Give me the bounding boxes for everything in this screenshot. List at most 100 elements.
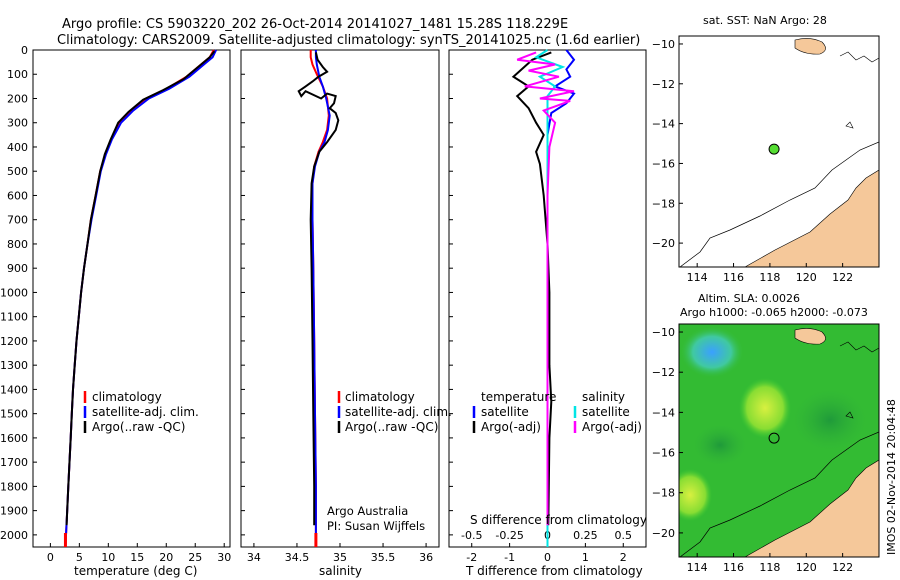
sla-map-subtitle: Argo h1000: -0.065 h2000: -0.073 — [680, 306, 868, 319]
legend-satellite: satellite-adj. clim. — [345, 405, 452, 419]
series-line-argo — [297, 52, 340, 526]
depth-tick-label: 0 — [21, 44, 28, 57]
x-tick-label: 0 — [544, 551, 551, 564]
s-tick-label: 0.5 — [615, 529, 633, 542]
australia-landmass — [744, 459, 879, 557]
sst-map — [679, 36, 879, 267]
temperature-x-label: temperature (deg C) — [74, 564, 197, 578]
x-tick-label: 10 — [101, 551, 115, 564]
series-line-climatology — [64, 49, 215, 548]
sst-map-title: sat. SST: NaN Argo: 28 — [703, 14, 827, 27]
coastline — [839, 51, 879, 63]
depth-tick-label: 300 — [7, 117, 28, 130]
sla-low-anomaly — [794, 390, 866, 450]
sla-map — [679, 324, 879, 557]
series-line-t-argo — [511, 51, 553, 526]
x-tick-label: 15 — [130, 551, 144, 564]
map-y-tick-label: −12 — [652, 366, 675, 379]
legend-t-satellite: satellite — [481, 405, 529, 419]
depth-tick-label: 400 — [7, 141, 28, 154]
header-title-line2: Climatology: CARS2009. Satellite-adjuste… — [57, 33, 640, 48]
map-x-tick-label: 120 — [796, 271, 817, 284]
difference-series — [511, 49, 576, 547]
isobath-line — [679, 431, 879, 557]
sla-map-title: Altim. SLA: 0.0026 — [698, 292, 800, 305]
x-tick-label: 1 — [582, 551, 589, 564]
s-tick-label: 0.25 — [573, 529, 598, 542]
depth-tick-label: 1900 — [0, 505, 28, 518]
timestamp-stamp: IMOS 02-Nov-2014 20:04:48 — [885, 399, 898, 555]
depth-tick-label: 1800 — [0, 480, 28, 493]
sla-low-anomaly — [694, 425, 746, 465]
map-x-tick-label: 116 — [723, 271, 744, 284]
legend-salinity-heading: salinity — [582, 390, 625, 404]
x-tick-label: 36 — [419, 551, 433, 564]
salinity-plot-frame — [240, 49, 440, 548]
legend-argo: Argo(..raw -QC) — [345, 420, 438, 434]
legend-climatology: climatology — [345, 390, 415, 404]
map-x-tick-label: 122 — [832, 271, 853, 284]
depth-tick-label: 1000 — [0, 286, 28, 299]
sla-low-anomaly — [680, 326, 744, 378]
temperature-x-ticks: 0 5 10 15 20 25 30 — [47, 543, 231, 564]
australia-landmass — [744, 169, 879, 267]
depth-tick-label: 1100 — [0, 311, 28, 324]
x-tick-label: 35.5 — [371, 551, 396, 564]
depth-tick-label: 900 — [7, 262, 28, 275]
argo-location-marker — [768, 143, 780, 155]
x-tick-label: 5 — [76, 551, 83, 564]
legend-argo: Argo(..raw -QC) — [92, 420, 185, 434]
map-y-tick-label: −14 — [652, 118, 675, 131]
series-line-t-satellite — [546, 49, 576, 547]
map-x-tick-label: 118 — [759, 561, 780, 574]
sla-map-frame — [678, 323, 880, 558]
map-y-tick-label: −16 — [652, 447, 675, 460]
depth-tick-label: 1600 — [0, 432, 28, 445]
map-y-tick-label: −20 — [652, 527, 675, 540]
map-x-tick-label: 120 — [796, 561, 817, 574]
difference-legend: temperature satellite Argo(-adj) salinit… — [472, 390, 642, 434]
coastline — [839, 341, 879, 353]
header-title-line1: Argo profile: CS 5903220_202 26-Oct-2014… — [62, 17, 568, 32]
depth-tick-label: 1400 — [0, 383, 28, 396]
reef-outline — [845, 121, 854, 129]
map-y-tick-label: −10 — [652, 326, 675, 339]
legend-satellite: satellite-adj. clim. — [92, 405, 199, 419]
legend-temperature-heading: temperature — [481, 390, 556, 404]
map-x-tick-label: 114 — [687, 271, 708, 284]
sst-map-frame — [678, 35, 880, 268]
sst-map-axes: 114 116 118 120 122 −10 −12 −14 −16 −18 −20 — [652, 38, 853, 284]
map-y-tick-label: −16 — [652, 157, 675, 170]
series-line-argo — [65, 50, 216, 526]
island-landmass — [794, 38, 826, 55]
sla-map-axes: 114 116 118 120 122 −10 −12 −14 −16 −18 −20 — [652, 326, 853, 574]
legend-s-satellite: satellite — [582, 405, 630, 419]
x-tick-label: 34 — [247, 551, 261, 564]
legend-s-argo: Argo(-adj) — [582, 420, 642, 434]
legend-t-argo: Argo(-adj) — [481, 420, 541, 434]
x-tick-label: -1 — [504, 551, 515, 564]
s-tick-label: -0.25 — [495, 529, 523, 542]
temperature-legend: climatology satellite-adj. clim. Argo(..… — [83, 390, 199, 434]
salinity-legend: climatology satellite-adj. clim. Argo(..… — [327, 390, 452, 533]
x-tick-label: -2 — [466, 551, 477, 564]
argo-location-marker — [768, 432, 780, 444]
x-tick-label: 34.5 — [285, 551, 310, 564]
depth-tick-label: 600 — [7, 189, 28, 202]
x-tick-label: 0 — [47, 551, 54, 564]
depth-tick-label: 800 — [7, 238, 28, 251]
depth-axis: 0 100 200 300 400 500 600 700 800 900 1000 1100 1200… — [0, 44, 453, 542]
series-line-satellite — [64, 49, 218, 548]
reef-outline — [845, 411, 854, 419]
temperature-plot-frame — [32, 49, 231, 548]
depth-tick-label: 200 — [7, 92, 28, 105]
series-line-satellite — [311, 50, 331, 547]
map-x-tick-label: 116 — [723, 561, 744, 574]
x-tick-label: 35 — [333, 551, 347, 564]
s-tick-label: -0.5 — [461, 529, 482, 542]
map-y-tick-label: −20 — [652, 237, 675, 250]
difference-x-label: T difference from climatology — [465, 564, 643, 578]
depth-tick-label: 500 — [7, 165, 28, 178]
difference-x-label-top: S difference from climatology — [470, 513, 647, 527]
